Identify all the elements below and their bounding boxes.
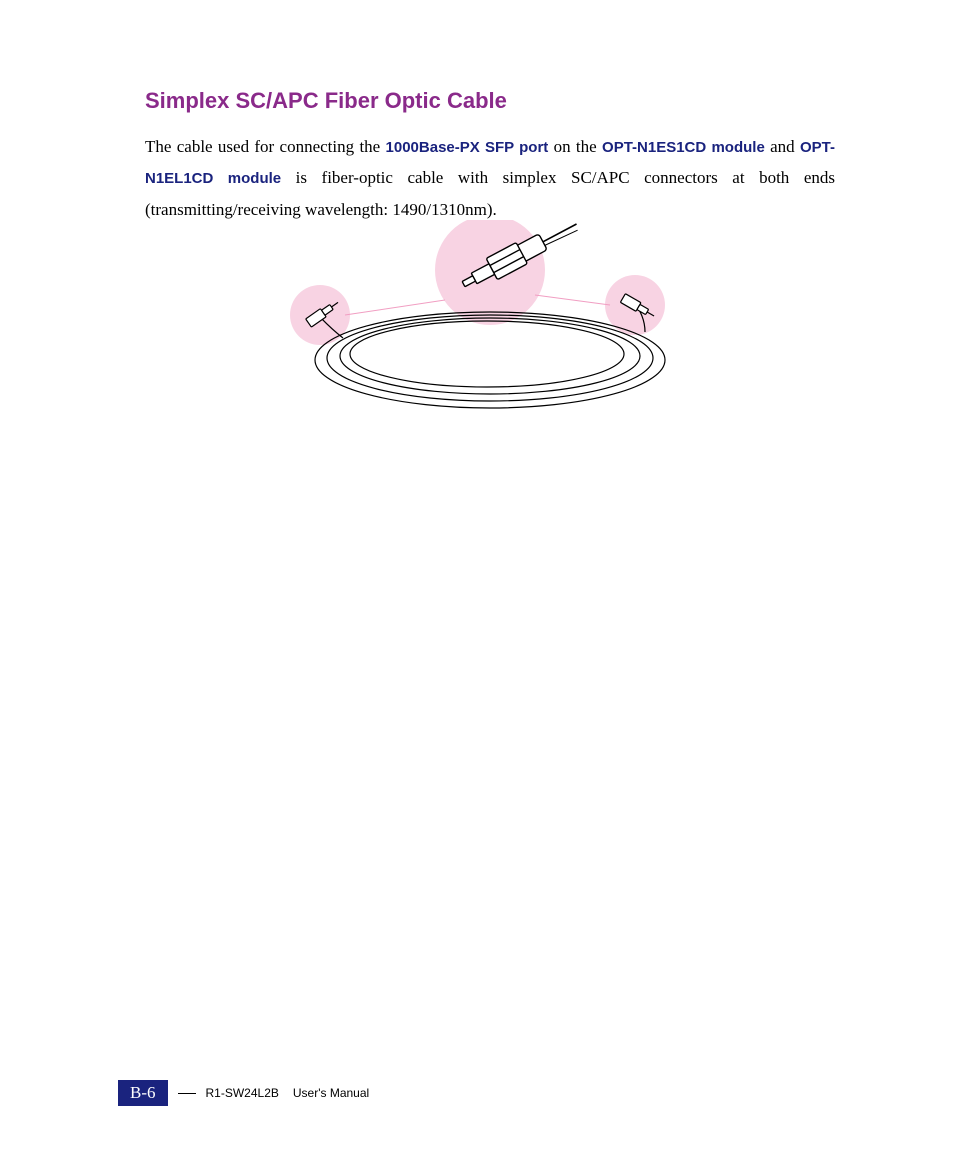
highlight-ray-left (345, 300, 445, 315)
body-seg-1: The cable used for connecting the (145, 137, 386, 156)
section-heading: Simplex SC/APC Fiber Optic Cable (145, 88, 835, 114)
highlight-ray-right (535, 295, 610, 305)
footer-dash-icon (178, 1093, 196, 1094)
cable-figure (145, 220, 835, 440)
page-footer: B-6 R1-SW24L2B User's Manual (118, 1080, 369, 1106)
page: Simplex SC/APC Fiber Optic Cable The cab… (0, 0, 954, 1168)
footer-model: R1-SW24L2B (206, 1086, 279, 1100)
footer-text: R1-SW24L2B User's Manual (206, 1086, 370, 1100)
keyword-module-1: OPT-N1ES1CD module (602, 139, 765, 156)
cable-svg (145, 220, 835, 440)
footer-doc: User's Manual (293, 1086, 369, 1100)
body-seg-3: and (765, 137, 800, 156)
keyword-sfp-port: 1000Base-PX SFP port (386, 139, 549, 156)
page-number-badge: B-6 (118, 1080, 168, 1106)
body-seg-2: on the (548, 137, 602, 156)
body-paragraph: The cable used for connecting the 1000Ba… (145, 131, 835, 225)
